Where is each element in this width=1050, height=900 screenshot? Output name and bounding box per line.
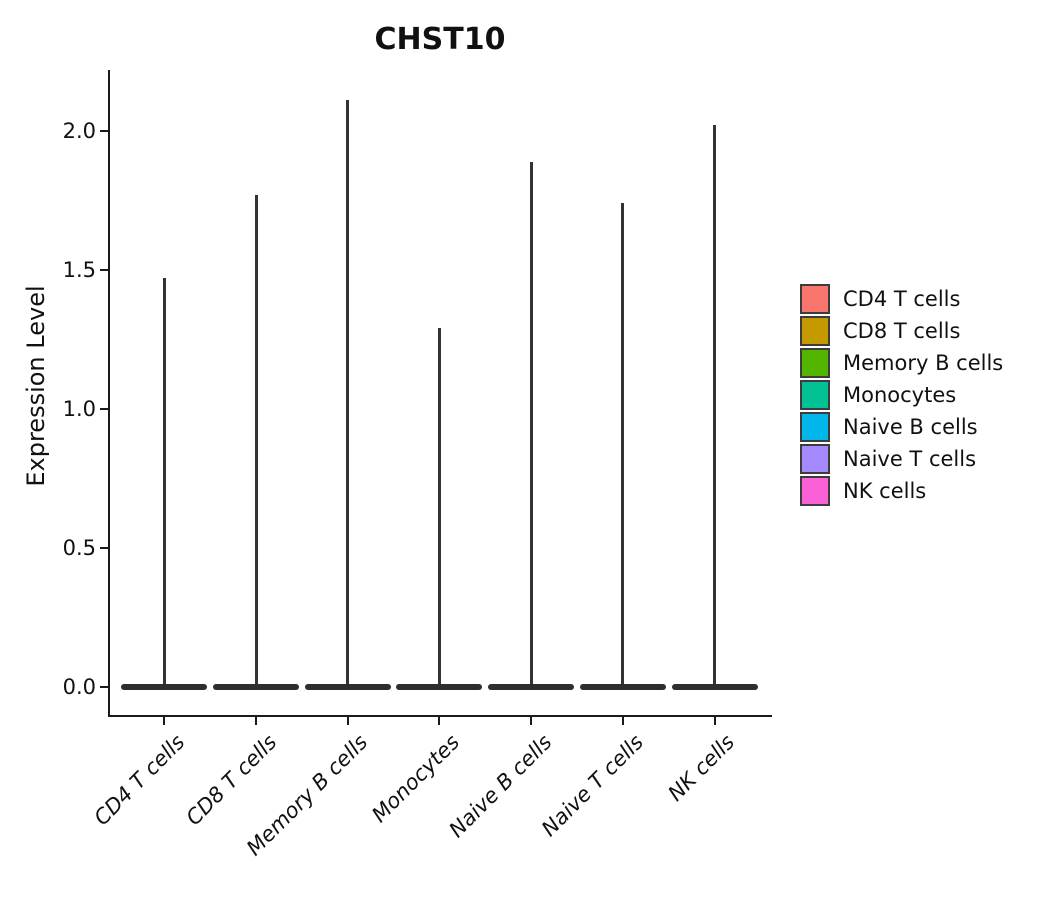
x-tick-label-monocytes: Monocytes (367, 730, 465, 828)
y-tick-mark-1.5 (100, 269, 108, 271)
legend-row-cd4-t-cells: CD4 T cells (800, 284, 1003, 314)
x-tick-mark-naive-t-cells (621, 717, 624, 725)
y-tick-mark-0.5 (100, 547, 108, 549)
violin-body-naive-t-cells (579, 684, 666, 690)
y-tick-label-2.0: 2.0 (62, 119, 96, 143)
y-tick-label-0.5: 0.5 (62, 536, 96, 560)
violin-body-cd8-t-cells (213, 684, 299, 690)
y-tick-label-1.0: 1.0 (62, 397, 96, 421)
legend-label-monocytes: Monocytes (843, 383, 957, 407)
legend-row-nk-cells: NK cells (800, 476, 1003, 506)
x-tick-label-nk-cells: NK cells (663, 730, 740, 806)
legend-label-nk-cells: NK cells (843, 479, 927, 503)
violin-body-cd4-t-cells (121, 684, 208, 690)
violin-body-monocytes (396, 684, 483, 690)
legend-row-cd8-t-cells: CD8 T cells (800, 316, 1003, 346)
violin-spike-cd4-t-cells (162, 278, 166, 690)
legend-swatch-naive-b-cells (800, 412, 830, 442)
violin-body-nk-cells (671, 684, 758, 690)
legend-row-monocytes: Monocytes (800, 380, 1003, 410)
x-axis-line (108, 715, 772, 717)
violin-spike-cd8-t-cells (254, 194, 258, 690)
legend-swatch-nk-cells (800, 476, 830, 506)
legend-label-cd4-t-cells: CD4 T cells (843, 287, 961, 311)
violin-spike-memory-b-cells (346, 100, 350, 690)
violin-spike-monocytes (437, 328, 441, 690)
plot-title: CHST10 (374, 22, 506, 57)
y-tick-label-1.5: 1.5 (62, 258, 96, 282)
violin-spike-nk-cells (713, 125, 716, 690)
x-tick-mark-monocytes (438, 717, 441, 725)
legend-swatch-memory-b-cells (800, 348, 830, 378)
violin-spike-naive-b-cells (529, 161, 533, 690)
legend-swatch-cd8-t-cells (800, 316, 830, 346)
legend-swatch-monocytes (800, 380, 830, 410)
x-tick-mark-cd4-t-cells (163, 717, 166, 725)
legend-row-naive-b-cells: Naive B cells (800, 412, 1003, 442)
x-tick-label-cd4-t-cells: CD4 T cells (89, 730, 190, 831)
x-tick-mark-memory-b-cells (346, 717, 349, 725)
x-tick-label-cd8-t-cells: CD8 T cells (180, 730, 281, 831)
legend-swatch-naive-t-cells (800, 444, 830, 474)
legend: CD4 T cells CD8 T cells Memory B cells Mono… (800, 284, 1003, 508)
legend-label-cd8-t-cells: CD8 T cells (843, 319, 961, 343)
legend-row-naive-t-cells: Naive T cells (800, 444, 1003, 474)
x-tick-mark-cd8-t-cells (255, 717, 257, 725)
y-tick-label-0.0: 0.0 (62, 675, 96, 699)
violin-body-naive-b-cells (488, 684, 575, 690)
y-axis-title: Expression Level (22, 285, 50, 487)
y-tick-mark-2.0 (100, 130, 108, 132)
y-axis-line (108, 70, 110, 717)
violin-body-memory-b-cells (304, 684, 391, 690)
x-tick-mark-nk-cells (713, 717, 716, 725)
y-tick-mark-0.0 (100, 686, 108, 688)
y-tick-mark-1.0 (100, 408, 108, 410)
violin-spike-naive-t-cells (621, 203, 625, 690)
legend-swatch-cd4-t-cells (800, 284, 830, 314)
legend-label-memory-b-cells: Memory B cells (843, 351, 1004, 375)
legend-row-memory-b-cells: Memory B cells (800, 348, 1003, 378)
legend-label-naive-b-cells: Naive B cells (843, 415, 978, 439)
legend-label-naive-t-cells: Naive T cells (843, 447, 977, 471)
x-tick-mark-naive-b-cells (530, 717, 533, 725)
